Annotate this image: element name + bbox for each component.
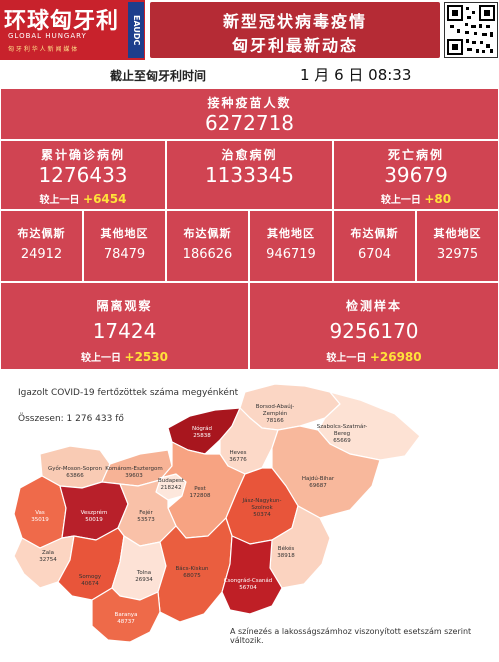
tests-value: 9256170 <box>329 319 419 343</box>
deaths-other-value: 32975 <box>436 247 479 262</box>
vaccinated-label: 接种疫苗人数 <box>207 96 292 110</box>
recovered-budapest-label: 布达佩斯 <box>183 227 232 240</box>
county-label-bekes: Békés 38918 <box>277 546 295 559</box>
recovered-other-label: 其他地区 <box>267 227 315 240</box>
deaths-budapest-value: 6704 <box>357 247 392 262</box>
recovered-value: 1133345 <box>204 163 295 187</box>
quarantine-label: 隔离观察 <box>96 299 153 313</box>
confirmed-other-panel: 其他地区 78479 <box>83 210 166 282</box>
confirmed-other-label: 其他地区 <box>100 227 149 240</box>
recovered-other-panel: 其他地区 946719 <box>249 210 333 282</box>
recovered-other-value: 946719 <box>266 247 316 262</box>
map-note: A színezés a lakosságszámhoz viszonyítot… <box>230 627 472 645</box>
vaccinated-value: 6272718 <box>204 111 295 135</box>
tests-panel: 检测样本 9256170 较上一日 +26980 <box>249 282 499 370</box>
county-label-heves: Heves 36776 <box>229 450 247 463</box>
qr-code-icon <box>444 2 498 58</box>
confirmed-budapest-panel: 布达佩斯 24912 <box>0 210 83 282</box>
logo <box>0 0 145 60</box>
county-label-nograd: Nógrád 25838 <box>191 426 213 439</box>
recovered-budapest-panel: 布达佩斯 186626 <box>166 210 249 282</box>
county-baranya <box>91 587 161 643</box>
confirmed-change: 较上一日 +6454 <box>1 191 165 206</box>
logo-subtext: GLOBAL HUNGARY <box>8 32 87 40</box>
tests-label: 检测样本 <box>345 299 402 313</box>
page-subtitle: 匈牙利最新动态 <box>231 36 358 55</box>
county-label-baranya: Baranya 48737 <box>114 612 138 625</box>
tests-change: 较上一日 +26980 <box>250 349 498 364</box>
confirmed-delta: +6454 <box>83 192 127 206</box>
time-value: 1 月 6 日 08:33 <box>300 66 412 84</box>
tests-change-label: 较上一日 <box>326 353 367 364</box>
confirmed-label: 累计确诊病例 <box>40 148 125 162</box>
deaths-delta: +80 <box>424 192 452 206</box>
eaudc-badge: EAUDC <box>128 2 144 58</box>
recovered-panel: 治愈病例 1133345 <box>166 140 333 210</box>
confirmed-budapest-value: 24912 <box>20 247 63 262</box>
map-total: Összesen: 1 276 433 fő <box>18 414 124 424</box>
quarantine-change: 较上一日 +2530 <box>1 349 248 364</box>
confirmed-value: 1276433 <box>38 163 128 187</box>
recovered-label: 治愈病例 <box>221 148 278 162</box>
quarantine-panel: 隔离观察 17424 较上一日 +2530 <box>0 282 249 370</box>
county-label-szolnok: Jász-Nagykun-Szolnok 50374 <box>242 498 282 518</box>
quarantine-change-label: 较上一日 <box>81 353 122 364</box>
county-label-vas: Vas 35019 <box>31 510 49 523</box>
county-label-komarom: Komárom-Esztergom 39603 <box>105 466 163 479</box>
deaths-other-label: 其他地区 <box>433 227 482 240</box>
confirmed-change-label: 较上一日 <box>39 195 80 206</box>
map-title: Igazolt COVID-19 fertőzöttek száma megyé… <box>18 388 239 398</box>
vaccinated-panel: 接种疫苗人数 6272718 <box>0 88 499 140</box>
county-label-csongrad: Csongrád-Csanád 56704 <box>223 578 273 591</box>
county-label-bacs: Bács-Kiskun 68075 <box>175 566 209 579</box>
deaths-value: 39679 <box>384 163 448 187</box>
county-label-somogy: Somogy 40674 <box>78 574 102 587</box>
county-label-fejer: Fejér 53573 <box>137 510 155 523</box>
county-label-budapest: Budapest 218242 <box>157 478 185 491</box>
deaths-label: 死亡病例 <box>387 148 444 162</box>
county-label-hajdu: Hajdú-Bihar 69687 <box>301 476 335 489</box>
county-label-szabolcs: Szabolcs-Szatmár-Bereg 65669 <box>316 424 368 444</box>
deaths-budapest-panel: 布达佩斯 6704 <box>333 210 416 282</box>
time-bar <box>0 60 499 89</box>
county-label-gyor: Győr-Moson-Sopron 63866 <box>48 466 102 479</box>
confirmed-budapest-label: 布达佩斯 <box>17 227 66 240</box>
deaths-panel: 死亡病例 39679 较上一日 +80 <box>333 140 499 210</box>
page-title: 新型冠状病毒疫情 <box>222 12 367 31</box>
time-label: 截止至匈牙利时间 <box>110 69 207 83</box>
recovered-budapest-value: 186626 <box>182 247 233 262</box>
tests-delta: +26980 <box>369 350 422 364</box>
deaths-budapest-label: 布达佩斯 <box>350 227 399 240</box>
county-label-veszprem: Veszprém 50019 <box>80 510 108 523</box>
logo-tagline: 匈 牙 利 华 人 新 闻 媒 体 <box>8 46 78 53</box>
title-banner <box>150 2 440 58</box>
quarantine-delta: +2530 <box>124 350 168 364</box>
county-map: Borsod-Abaúj-Zemplén 78166 Szabolcs-Szatm… <box>0 378 499 658</box>
county-label-pest: Pest 172808 <box>189 486 211 499</box>
confirmed-other-value: 78479 <box>103 247 146 262</box>
logo-text: 环球匈牙利 <box>4 8 120 34</box>
county-label-borsod: Borsod-Abaúj-Zemplén 78166 <box>255 404 295 424</box>
confirmed-panel: 累计确诊病例 1276433 较上一日 +6454 <box>0 140 166 210</box>
county-label-zala: Zala 32754 <box>39 550 57 563</box>
deaths-other-panel: 其他地区 32975 <box>416 210 499 282</box>
county-csongrad <box>221 535 283 615</box>
hungary-map-svg <box>13 383 421 643</box>
deaths-change-label: 较上一日 <box>380 195 421 206</box>
quarantine-value: 17424 <box>92 319 157 343</box>
county-label-tolna: Tolna 26934 <box>135 570 153 583</box>
deaths-change: 较上一日 +80 <box>334 191 498 206</box>
